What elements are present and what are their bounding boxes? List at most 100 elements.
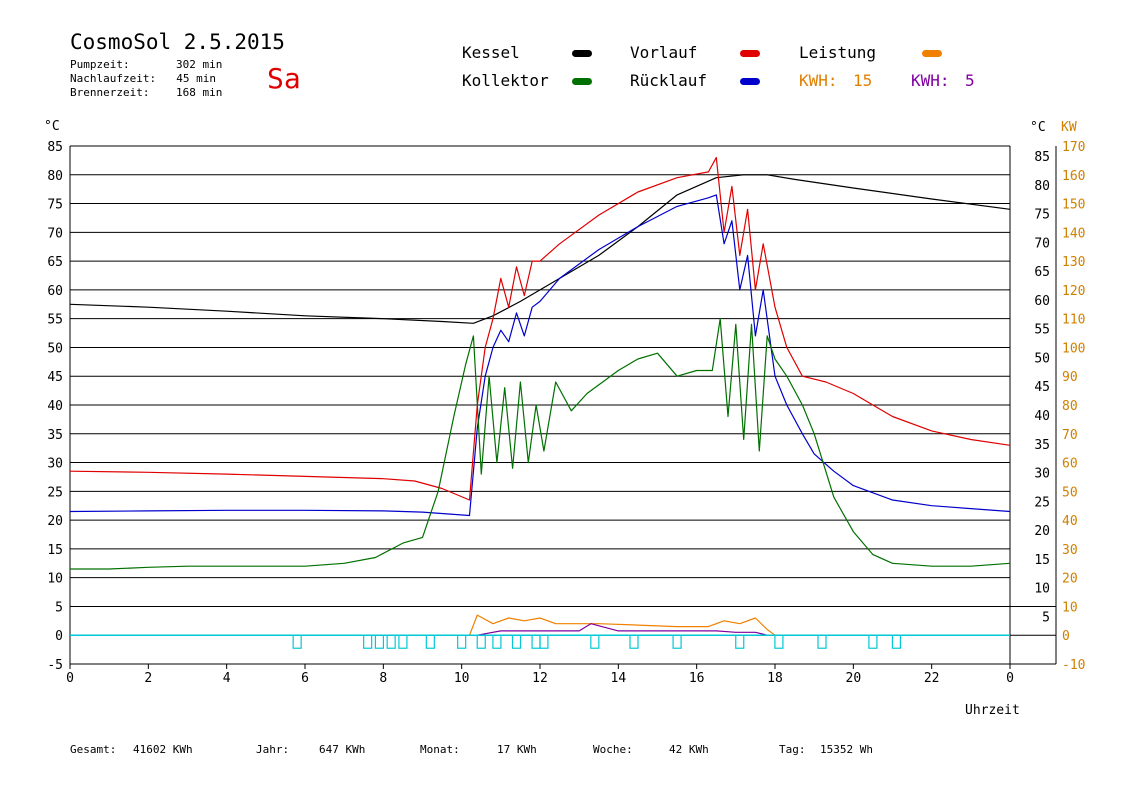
x-tick-label: 4 [223, 671, 231, 686]
footer-label-monat: Monat: [420, 743, 460, 756]
y-tick-label: 55 [47, 313, 63, 328]
pump-marker [425, 634, 435, 649]
legend-swatch-leistung [922, 50, 942, 57]
y-tick-label: 60 [47, 284, 63, 299]
legend-label-vorlauf: Vorlauf [630, 43, 698, 62]
x-tick-label: 2 [144, 671, 152, 686]
pump-marker [774, 634, 784, 649]
legend-swatch-ruecklauf [740, 78, 760, 85]
y-tick-label: 25 [47, 485, 63, 500]
series-line-kollektor [70, 318, 1011, 570]
pump-marker [590, 634, 600, 649]
legend-label-ruecklauf: Rücklauf [630, 71, 708, 90]
stat-label-pumpzeit: Pumpzeit: [70, 58, 130, 71]
y-right-tick-label: 55 [1034, 323, 1050, 338]
legend-swatch-vorlauf [740, 50, 760, 57]
pump-marker [868, 634, 878, 649]
left-axis-unit: °C [44, 119, 60, 134]
x-tick-label: 6 [301, 671, 309, 686]
y2-tick-label: 150 [1062, 198, 1085, 213]
y-tick-label: 15 [47, 543, 63, 558]
y-tick-label: 65 [47, 255, 63, 270]
right-axis-unit-c: °C [1030, 120, 1046, 135]
pump-marker [492, 634, 502, 649]
pump-marker [386, 634, 396, 649]
y-right-tick-label: 15 [1034, 553, 1050, 568]
series-line-vorlauf [69, 156, 1011, 501]
legend-kwh2-value: 5 [965, 71, 975, 90]
y2-tick-label: 70 [1062, 428, 1078, 443]
pump-marker [672, 634, 682, 649]
y-tick-label: 10 [47, 572, 63, 587]
series-line-kessel [69, 174, 1011, 324]
y-right-tick-label: 65 [1034, 265, 1050, 280]
pump-marker [374, 634, 385, 649]
y2-tick-label: 10 [1062, 600, 1078, 615]
footer-value-woche: 42 KWh [669, 743, 709, 756]
y-right-tick-label: 50 [1034, 351, 1050, 366]
y-tick-label: 45 [47, 370, 63, 385]
y2-tick-label: 120 [1062, 284, 1085, 299]
y2-tick-label: 100 [1062, 341, 1085, 356]
pump-marker [817, 634, 827, 649]
y-right-tick-label: 35 [1034, 438, 1050, 453]
x-tick-label: 22 [924, 671, 940, 686]
pump-marker [457, 634, 467, 649]
pump-marker [735, 634, 745, 649]
y2-tick-label: 20 [1062, 572, 1078, 587]
footer-label-tag: Tag: [779, 743, 806, 756]
pump-marker [292, 634, 302, 649]
x-axis-label: Uhrzeit [965, 703, 1020, 718]
legend-kwh1-label: KWH: [799, 71, 838, 90]
y2-tick-label: -10 [1062, 658, 1085, 673]
x-tick-label: 16 [689, 671, 705, 686]
pump-marker [398, 634, 408, 649]
y-right-tick-label: 40 [1034, 409, 1050, 424]
footer-label-jahr: Jahr: [256, 743, 290, 756]
y-tick-label: 40 [47, 399, 63, 414]
stat-value-nachlaufzeit: 45 min [176, 72, 216, 85]
y-tick-label: 70 [47, 226, 63, 241]
weekday-label: Sa [267, 62, 301, 95]
footer-label-woche: Woche: [593, 743, 633, 756]
legend-swatch-kessel [572, 50, 592, 57]
pump-marker [531, 634, 541, 649]
y2-tick-label: 0 [1062, 629, 1070, 644]
x-tick-label: 14 [611, 671, 627, 686]
footer-value-monat: 17 KWh [497, 743, 537, 756]
pump-marker [511, 634, 522, 649]
footer-value-jahr: 647 KWh [319, 743, 366, 756]
x-tick-label: 0 [66, 671, 74, 686]
stat-label-nachlaufzeit: Nachlaufzeit: [70, 72, 157, 85]
legend-label-leistung: Leistung [799, 43, 877, 62]
stat-label-brennerzeit: Brennerzeit: [70, 86, 150, 99]
y2-tick-label: 140 [1062, 226, 1085, 241]
y-tick-label: 80 [47, 169, 63, 184]
legend-label-kollektor: Kollektor [462, 71, 549, 90]
y-right-tick-label: 70 [1034, 236, 1050, 251]
y-tick-label: 85 [47, 140, 63, 155]
footer-value-gesamt: 41602 KWh [133, 743, 193, 756]
pump-marker [891, 634, 902, 649]
y2-tick-label: 90 [1062, 370, 1078, 385]
y-tick-label: 0 [55, 629, 63, 644]
y-right-tick-label: 60 [1034, 294, 1050, 309]
pump-marker [539, 634, 549, 649]
y-tick-label: 75 [47, 198, 63, 213]
x-tick-label: 20 [846, 671, 862, 686]
y-tick-label: 30 [47, 457, 63, 472]
legend-kwh2-label: KWH: [911, 71, 950, 90]
legend-kwh1-value: 15 [853, 71, 873, 90]
y-right-tick-label: 10 [1034, 582, 1050, 597]
series-line-leistung [70, 614, 1010, 636]
y2-tick-label: 110 [1062, 313, 1085, 328]
footer-label-gesamt: Gesamt: [70, 743, 117, 756]
page-title: CosmoSol 2.5.2015 [70, 30, 285, 54]
pump-marker [363, 634, 373, 649]
y-tick-label: 5 [55, 600, 63, 615]
series-line-kwh2 [70, 623, 1010, 636]
y-tick-label: -5 [47, 658, 63, 673]
y-tick-label: 50 [47, 341, 63, 356]
y2-tick-label: 50 [1062, 485, 1078, 500]
